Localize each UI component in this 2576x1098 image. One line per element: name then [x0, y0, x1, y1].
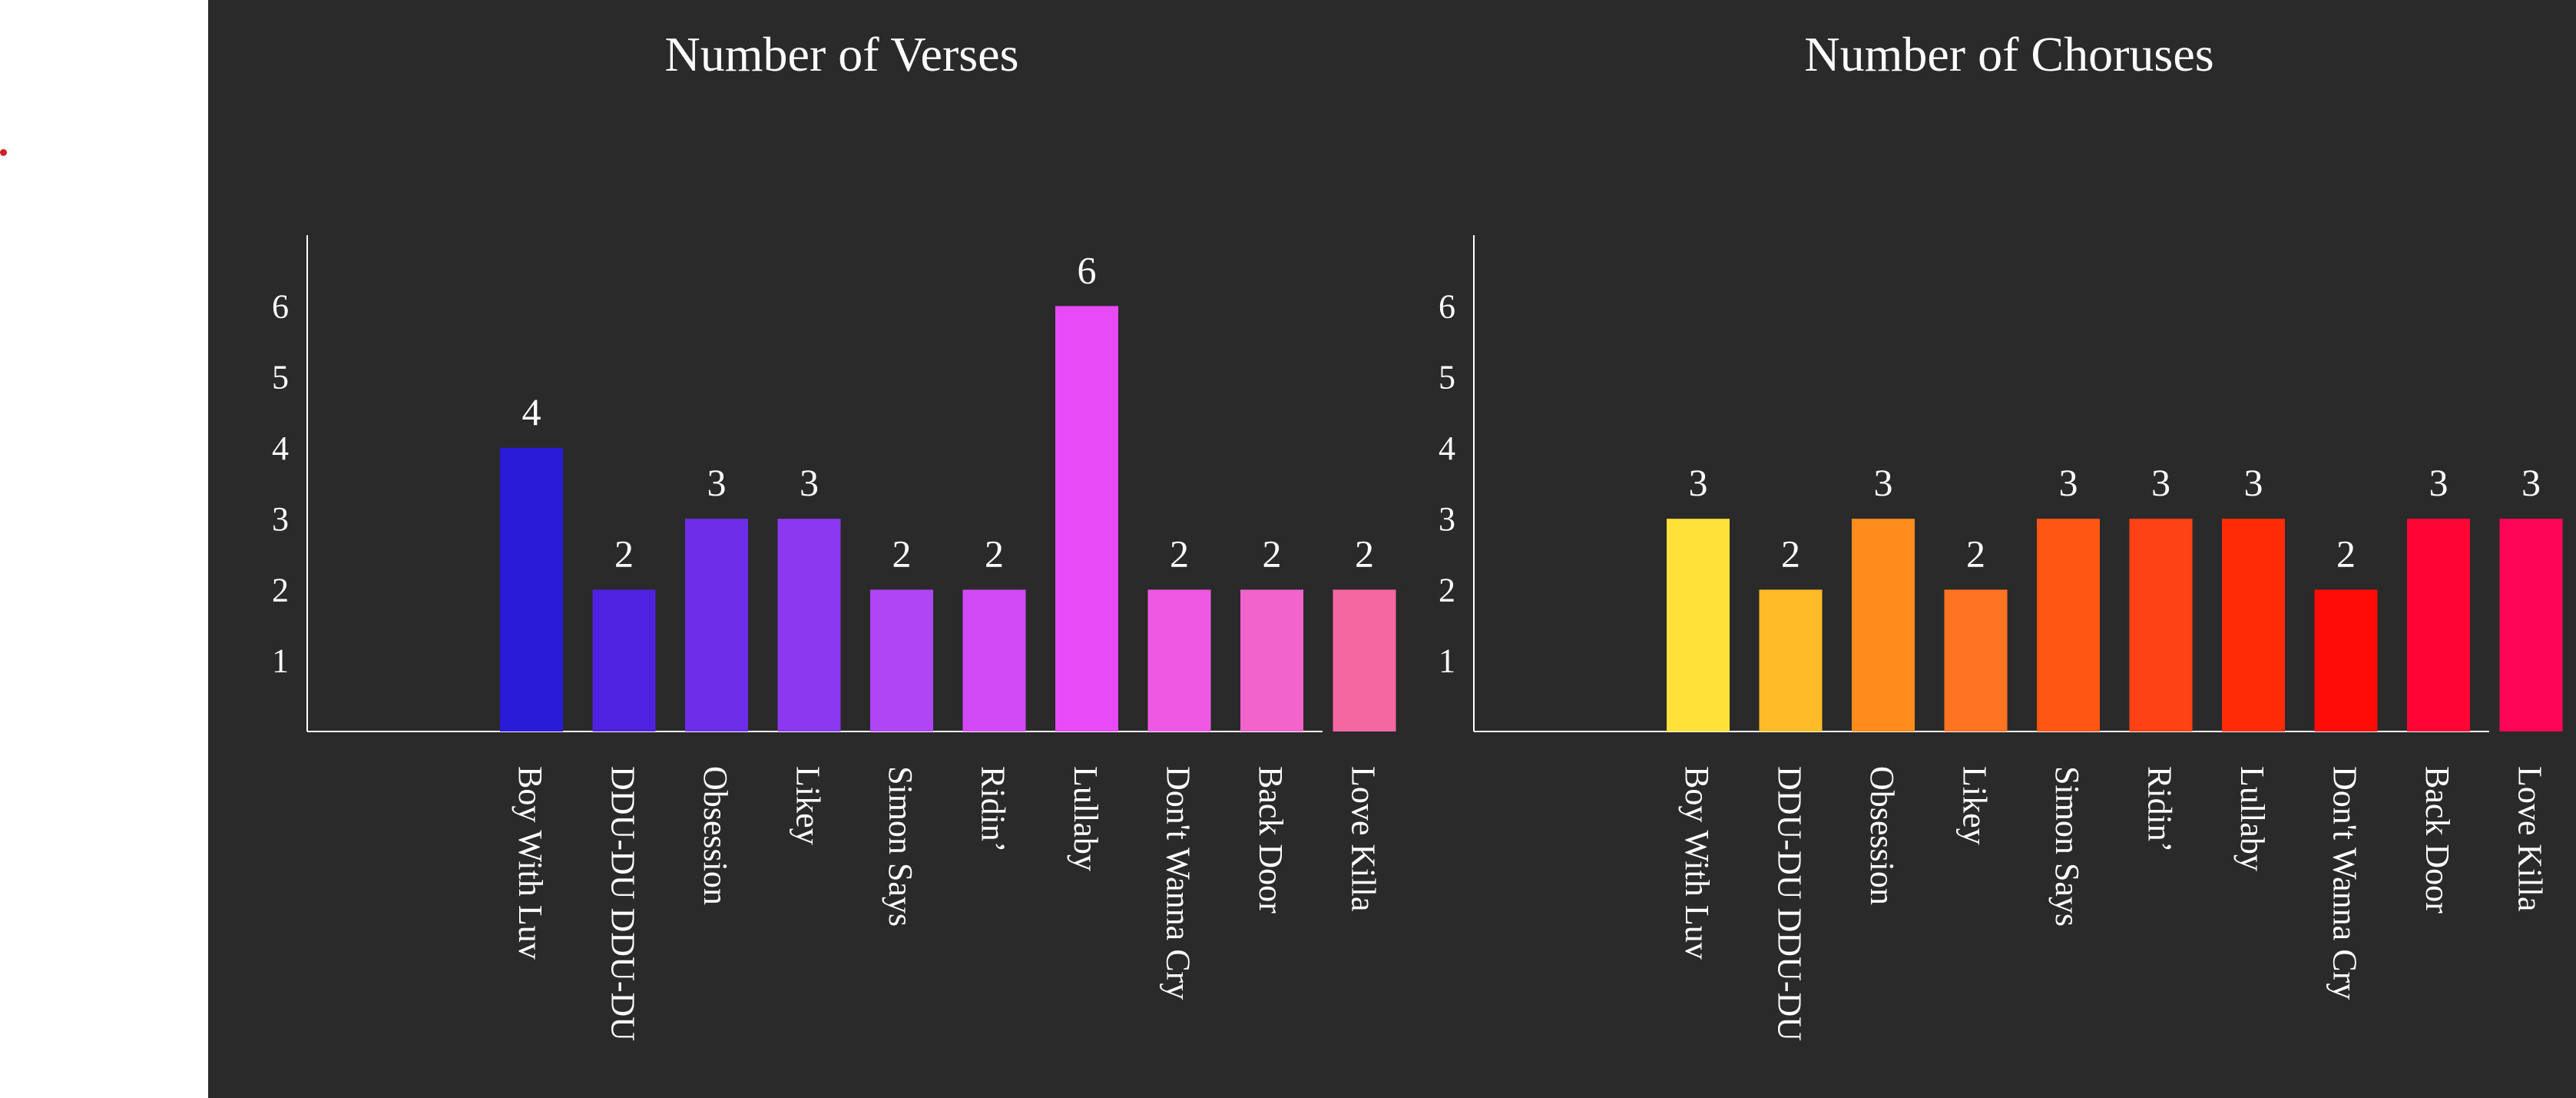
data-label: 3 — [2521, 461, 2541, 504]
y-tick-label: 5 — [1439, 359, 1455, 396]
data-label: 2 — [1263, 532, 1282, 575]
data-label: 2 — [1170, 532, 1189, 575]
data-label: 3 — [2244, 461, 2263, 504]
bar — [962, 589, 1026, 731]
red-dot-marker — [0, 149, 7, 156]
choruses-chart: Number of Choruses 1 2 3 4 5 6 3 Boy With Luv 2 DD… — [1439, 27, 2563, 1041]
category-label: DDU-DU DDU-DU — [1771, 766, 1809, 1041]
data-label: 3 — [800, 461, 819, 504]
y-tick-label: 4 — [1439, 430, 1455, 467]
bar — [500, 447, 563, 731]
y-tick-label: 4 — [272, 430, 289, 467]
left-margin — [0, 0, 208, 1098]
y-tick-label: 2 — [1439, 571, 1455, 609]
category-label: Ridin’ — [2141, 766, 2179, 852]
bar — [685, 519, 748, 731]
bar — [2314, 589, 2378, 731]
bar — [1147, 589, 1211, 731]
bar — [1667, 519, 1730, 731]
y-tick-label: 5 — [272, 359, 289, 396]
bar — [2499, 519, 2563, 731]
category-label: Back Door — [2419, 766, 2456, 914]
y-tick-label: 1 — [272, 642, 289, 680]
category-label: Love Killa — [2511, 766, 2549, 911]
y-tick-label: 6 — [1439, 287, 1455, 325]
data-label: 2 — [614, 532, 634, 575]
category-label: Boy With Luv — [1678, 766, 1716, 960]
bar — [1944, 589, 2008, 731]
category-label: Lullaby — [1067, 766, 1104, 871]
chart-panel-background — [208, 0, 2576, 1098]
chart-title: Number of Verses — [665, 27, 1019, 81]
category-label: Obsession — [697, 766, 734, 905]
category-label: Obsession — [1863, 766, 1901, 905]
category-label: Simon Says — [2048, 766, 2086, 927]
data-label: 2 — [2336, 532, 2356, 575]
y-tick-label: 2 — [272, 571, 289, 609]
y-tick-label: 6 — [272, 287, 289, 325]
category-label: Lullaby — [2233, 766, 2271, 871]
category-label: DDU-DU DDU-DU — [604, 766, 642, 1041]
y-tick-label: 1 — [1439, 642, 1455, 680]
data-label: 3 — [2151, 461, 2170, 504]
category-label: Likey — [1956, 766, 1994, 845]
data-label: 6 — [1078, 248, 1097, 291]
data-label: 2 — [1355, 532, 1374, 575]
data-label: 2 — [985, 532, 1004, 575]
y-tick-label: 3 — [1439, 500, 1455, 538]
data-label: 3 — [2059, 461, 2078, 504]
charts-canvas: Number of Verses 1 2 3 4 5 6 4 Boy With Luv 2 DDU-… — [208, 0, 2576, 1098]
bar — [1333, 589, 1396, 731]
chart-panel: Number of Verses 1 2 3 4 5 6 4 Boy With Luv 2 DDU-… — [208, 0, 2576, 1098]
data-label: 3 — [707, 461, 727, 504]
bar — [1240, 589, 1303, 731]
category-label: Don't Wanna Cry — [2326, 766, 2364, 1000]
bar — [2222, 519, 2285, 731]
bar — [1759, 589, 1823, 731]
bar — [1055, 306, 1118, 731]
chart-title: Number of Choruses — [1804, 27, 2213, 81]
bar — [1852, 519, 1915, 731]
data-label: 3 — [1874, 461, 1893, 504]
data-label: 3 — [1689, 461, 1708, 504]
category-label: Simon Says — [882, 766, 919, 927]
bar — [592, 589, 656, 731]
bar — [870, 589, 933, 731]
bar — [2407, 519, 2470, 731]
data-label: 2 — [1781, 532, 1800, 575]
data-label: 2 — [1966, 532, 1985, 575]
data-label: 2 — [892, 532, 912, 575]
bar — [777, 519, 841, 731]
data-label: 4 — [522, 390, 541, 433]
y-tick-label: 3 — [272, 500, 289, 538]
category-label: Boy With Luv — [512, 766, 549, 960]
bar — [2037, 519, 2100, 731]
category-label: Ridin’ — [975, 766, 1012, 852]
category-label: Likey — [790, 766, 827, 845]
category-label: Don't Wanna Cry — [1160, 766, 1197, 1000]
data-label: 3 — [2429, 461, 2449, 504]
verses-chart: Number of Verses 1 2 3 4 5 6 4 Boy With Luv 2 DDU-… — [272, 27, 1396, 1041]
bar — [2129, 519, 2193, 731]
category-label: Back Door — [1252, 766, 1290, 914]
category-label: Love Killa — [1345, 766, 1382, 911]
